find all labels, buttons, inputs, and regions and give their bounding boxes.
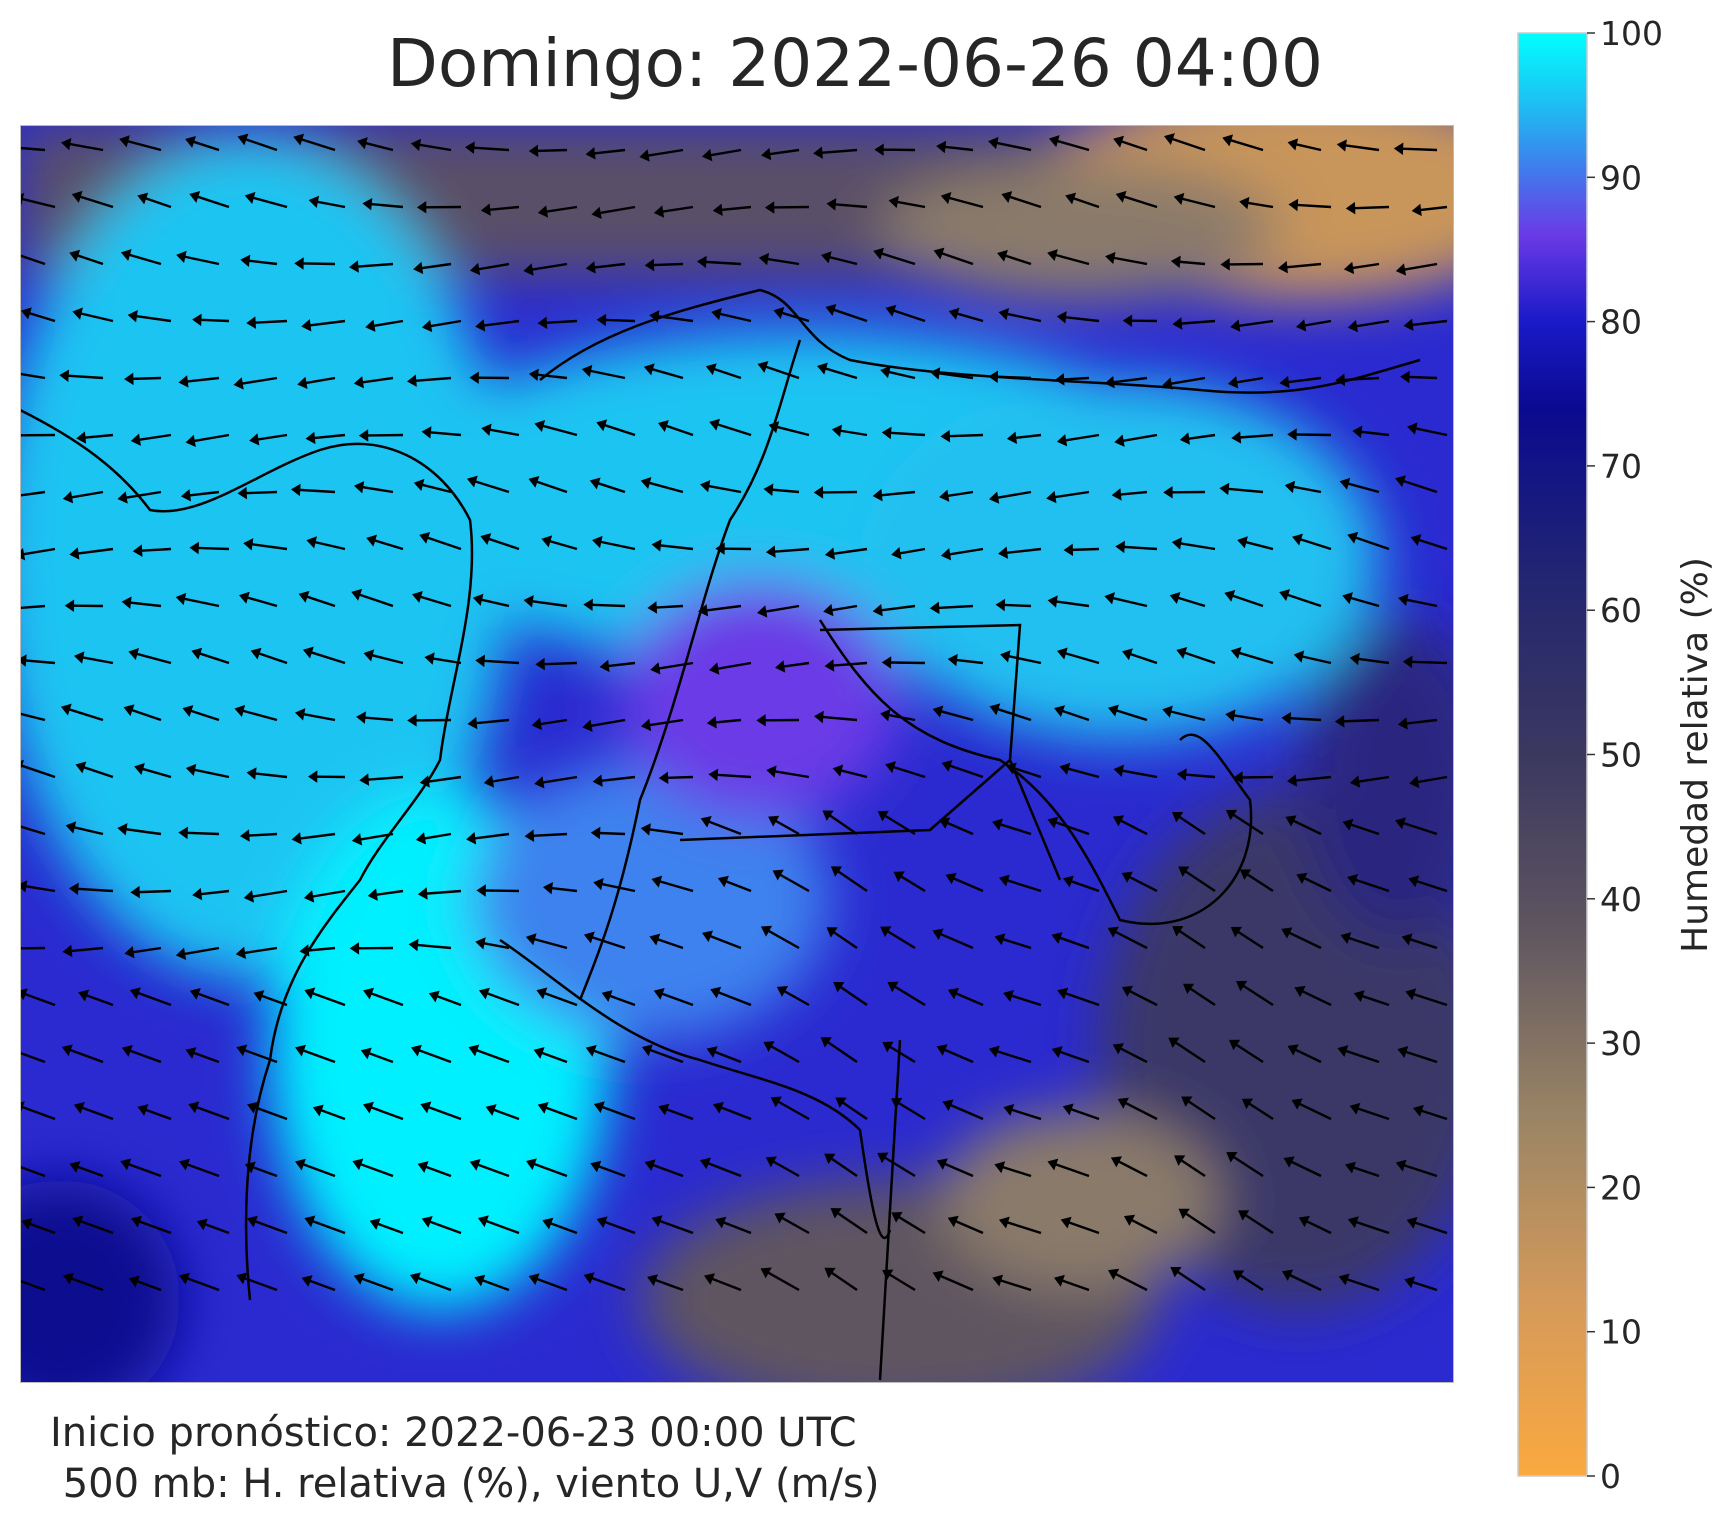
wind-arrow: [544, 663, 577, 664]
wind-arrow: [1295, 434, 1331, 435]
footer-line: 500 mb: H. relativa (%), viento U,V (m/s…: [50, 1461, 879, 1507]
wind-arrow: [187, 833, 219, 834]
wind-arrow: [653, 264, 683, 265]
colorbar-tick-label: 10: [1600, 1313, 1642, 1352]
wind-arrow: [1402, 149, 1437, 150]
wind-arrow: [1354, 207, 1389, 208]
wind-arrow: [605, 320, 635, 321]
wind-arrow: [1408, 377, 1437, 378]
wind-arrow: [248, 834, 277, 836]
wind-arrow-head: [6, 249, 13, 257]
wind-arrow: [254, 321, 287, 323]
colorbar-tick-label: 90: [1600, 158, 1642, 197]
wind-arrow-head: [12, 1048, 19, 1056]
wind-arrow: [1004, 605, 1031, 606]
colorbar-tick-label: 50: [1600, 736, 1642, 775]
wind-arrow-head: [3, 605, 9, 613]
wind-arrow-head: [19, 656, 25, 664]
colorbar-tick-label: 40: [1600, 880, 1642, 919]
wind-arrow-head: [16, 195, 23, 203]
wind-arrow: [200, 320, 229, 321]
colorbar: [1518, 33, 1587, 1476]
wind-arrow: [667, 777, 693, 778]
wind-arrow-head: [11, 492, 17, 500]
wind-arrow: [139, 891, 171, 892]
wind-arrow-head: [6, 369, 13, 377]
wind-arrow: [656, 606, 683, 608]
map: [0, 80, 1560, 1420]
colorbar-label: Humedad relativa (%): [1675, 557, 1716, 953]
wind-arrow: [246, 492, 277, 493]
wind-arrow: [1343, 720, 1379, 721]
wind-arrow: [537, 150, 567, 151]
wind-arrow-head: [9, 821, 16, 829]
wind-arrow: [302, 263, 335, 264]
colorbar-tick-label: 20: [1600, 1168, 1642, 1207]
wind-arrow: [1063, 378, 1089, 379]
colorbar-tick-label: 0: [1600, 1457, 1621, 1496]
wind-arrow-head: [9, 709, 16, 717]
wind-arrow: [132, 378, 161, 379]
wind-arrow: [592, 605, 625, 606]
wind-arrow-head: [13, 144, 19, 152]
wind-arrow-head: [3, 944, 9, 952]
footer-line: Inicio pronóstico: 2022-06-23 00:00 UTC: [50, 1410, 857, 1456]
colorbar-tick-label: 80: [1600, 303, 1642, 342]
colorbar-tick-label: 100: [1600, 14, 1663, 53]
wind-arrow: [1072, 549, 1099, 550]
wind-arrow-head: [13, 431, 19, 439]
wind-arrow: [599, 833, 625, 834]
wind-arrow: [1411, 662, 1447, 663]
wind-arrow: [198, 548, 229, 549]
wind-arrow: [949, 435, 983, 436]
wind-arrow-head: [15, 762, 22, 770]
colorbar-tick-label: 70: [1600, 447, 1642, 486]
colorbar-tick-label: 60: [1600, 591, 1642, 630]
wind-arrow-head: [6, 1274, 13, 1282]
title: Domingo: 2022-06-26 04:00: [387, 25, 1323, 102]
wind-arrow-head: [8, 1161, 15, 1169]
colorbar-tick-label: 30: [1600, 1024, 1642, 1063]
